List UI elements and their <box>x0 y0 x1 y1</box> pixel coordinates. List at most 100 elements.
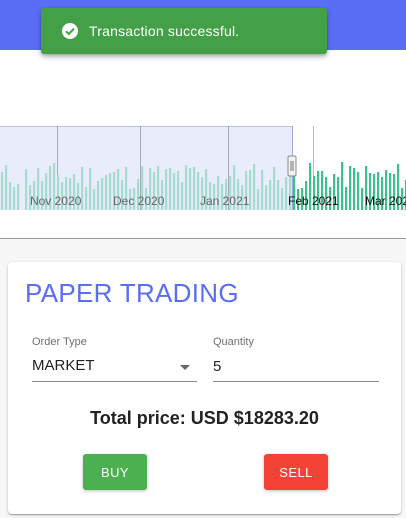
navigator-bar <box>105 175 108 210</box>
navigator-bar <box>349 166 352 210</box>
navigator-bar <box>337 177 340 210</box>
navigator-bar <box>201 177 204 210</box>
sell-button[interactable]: SELL <box>264 454 328 490</box>
card-title: PAPER TRADING <box>25 278 239 308</box>
navigator-bar <box>277 180 280 210</box>
navigator-bar <box>353 168 356 210</box>
navigator-bar <box>145 188 148 210</box>
buy-button[interactable]: BUY <box>83 454 147 490</box>
navigator-bar <box>217 176 220 210</box>
navigator-bar <box>357 172 360 210</box>
navigator-bar <box>25 169 28 210</box>
total-price: Total price: USD $18283.20 <box>90 408 319 428</box>
navigator-bar <box>133 188 136 210</box>
navigator-bar <box>169 168 172 210</box>
navigator-bar <box>385 170 388 210</box>
navigator-bar <box>361 188 364 210</box>
navigator-bar <box>317 171 320 210</box>
navigator-bar <box>141 166 144 210</box>
navigator-bar <box>389 173 392 210</box>
quantity-underline <box>213 381 379 382</box>
order-type-value: MARKET <box>32 357 95 374</box>
navigator-bar <box>229 176 232 210</box>
navigator-bar <box>345 187 348 210</box>
navigator-bar <box>221 184 224 210</box>
navigator-bar <box>333 174 336 210</box>
navigator-bar <box>241 185 244 210</box>
navigator-bar <box>269 180 272 210</box>
navigator-bar <box>101 178 104 210</box>
navigator-bar <box>45 173 48 210</box>
navigator-bar <box>273 167 276 210</box>
navigator-bar <box>209 182 212 210</box>
navigator-date-label: Nov 2020 <box>30 194 82 208</box>
navigator-bar <box>17 184 20 210</box>
navigator-bar <box>181 182 184 210</box>
navigator-bar <box>185 165 188 210</box>
navigator-bar <box>261 170 264 210</box>
navigator-bar <box>253 164 256 210</box>
navigator-bar <box>81 167 84 210</box>
navigator-bar <box>197 172 200 210</box>
navigator-bar <box>289 167 292 210</box>
navigator-date-label: Feb 2021 <box>288 194 339 208</box>
navigator-bar <box>177 171 180 210</box>
navigator-bar <box>381 177 384 210</box>
navigator-bar <box>5 165 8 210</box>
order-type-underline <box>32 381 197 382</box>
navigator-bar <box>257 189 260 210</box>
check-circle-icon <box>62 23 78 39</box>
navigator-bar <box>245 171 248 210</box>
navigator-bar <box>293 174 296 210</box>
navigator-bar <box>309 163 312 210</box>
navigator-bar <box>213 184 216 210</box>
success-toast: Transaction successful. <box>41 8 327 54</box>
navigator-bar <box>1 172 4 210</box>
navigator-bar <box>401 188 404 210</box>
chart-navigator[interactable]: Nov 2020 Dec 2020 Jan 2021 Feb 2021 Mar 2021 <box>0 126 406 210</box>
navigator-bar <box>173 173 176 210</box>
navigator-bar <box>265 185 268 210</box>
navigator-bar <box>285 177 288 210</box>
navigator-bar <box>305 181 308 210</box>
navigator-bar <box>233 165 236 210</box>
chart-divider <box>0 238 406 239</box>
navigator-bar <box>89 168 92 210</box>
navigator-bar <box>13 187 16 210</box>
navigator-bar <box>65 177 68 210</box>
navigator-bar <box>237 179 240 210</box>
navigator-bar <box>301 188 304 210</box>
navigator-bar <box>113 172 116 210</box>
navigator-bar <box>341 162 344 210</box>
navigator-bar <box>33 181 36 210</box>
navigator-bar <box>313 176 316 210</box>
navigator-bar <box>61 182 64 210</box>
navigator-bar <box>281 188 284 210</box>
navigator-bar <box>117 169 120 210</box>
quantity-value[interactable]: 5 <box>213 358 222 375</box>
navigator-bar <box>73 174 76 210</box>
navigator-bar <box>121 180 124 210</box>
navigator-bar <box>97 181 100 210</box>
navigator-bar <box>377 172 380 210</box>
navigator-bar <box>325 177 328 210</box>
navigator-bar <box>189 168 192 210</box>
order-type-label: Order Type <box>32 336 87 348</box>
navigator-bar <box>69 178 72 210</box>
toast-message: Transaction successful. <box>89 23 240 39</box>
navigator-bar <box>53 163 56 210</box>
navigator-handle <box>287 155 297 177</box>
navigator-bar <box>369 173 372 210</box>
navigator-bar <box>249 170 252 210</box>
navigator-bar <box>205 169 208 210</box>
navigator-bar <box>329 187 332 210</box>
navigator-bar <box>365 166 368 210</box>
navigator-bar <box>85 187 88 210</box>
navigator-bar <box>37 168 40 210</box>
navigator-date-label: Dec 2020 <box>113 194 165 208</box>
navigator-bar <box>393 174 396 210</box>
navigator-bar <box>165 169 168 210</box>
navigator-bar <box>137 179 140 210</box>
navigator-bar <box>397 164 400 210</box>
navigator-bar <box>321 171 324 210</box>
